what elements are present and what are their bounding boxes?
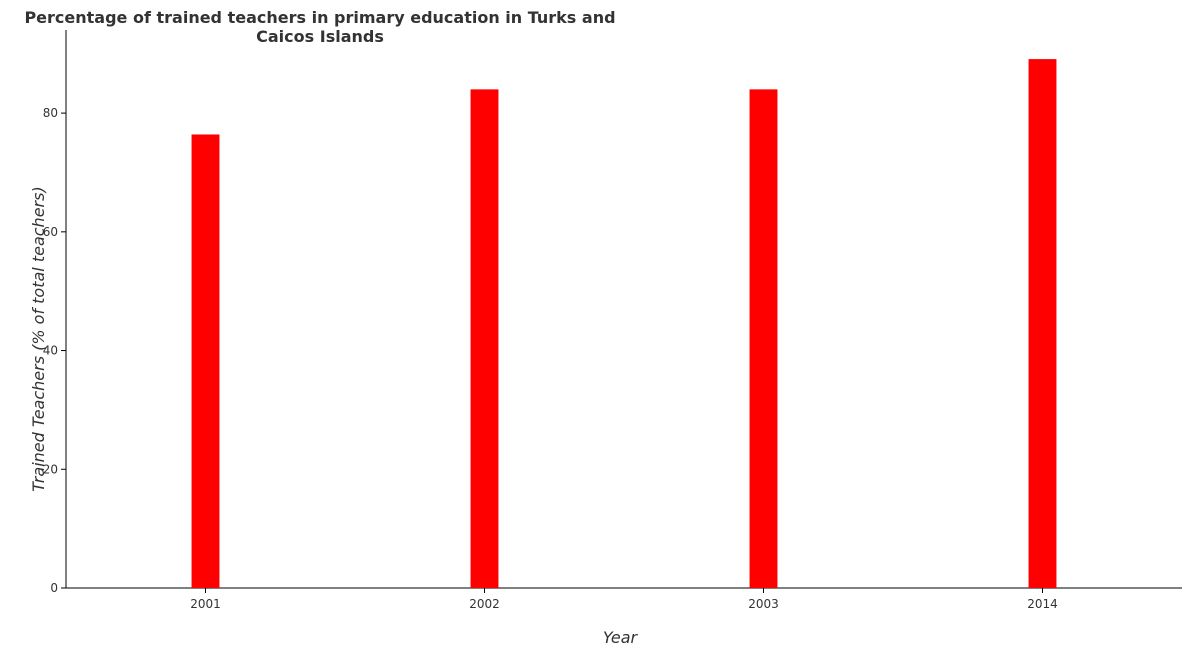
axes-layer: 0 20 40 60 80 2001 2002 2003 2014 (43, 30, 1182, 611)
y-tick-label: 40 (43, 344, 58, 358)
x-tick-label: 2001 (190, 597, 221, 611)
x-axis-label: Year (603, 628, 639, 647)
y-axis-label: Trained Teachers (% of total teachers) (29, 186, 48, 491)
bars-layer (191, 59, 1057, 589)
y-tick-label: 80 (43, 106, 58, 120)
bar-2003 (749, 89, 778, 589)
bar-2014 (1028, 59, 1057, 589)
bar-2002 (470, 89, 499, 589)
x-tick-label: 2002 (469, 597, 500, 611)
y-tick-label: 20 (43, 462, 58, 476)
bar-2001 (191, 134, 220, 588)
chart-title: Percentage of trained teachers in primar… (24, 8, 616, 46)
x-tick-label: 2003 (748, 597, 779, 611)
y-tick-label: 60 (43, 225, 58, 239)
y-tick-label: 0 (50, 581, 58, 595)
x-tick-label: 2014 (1027, 597, 1058, 611)
